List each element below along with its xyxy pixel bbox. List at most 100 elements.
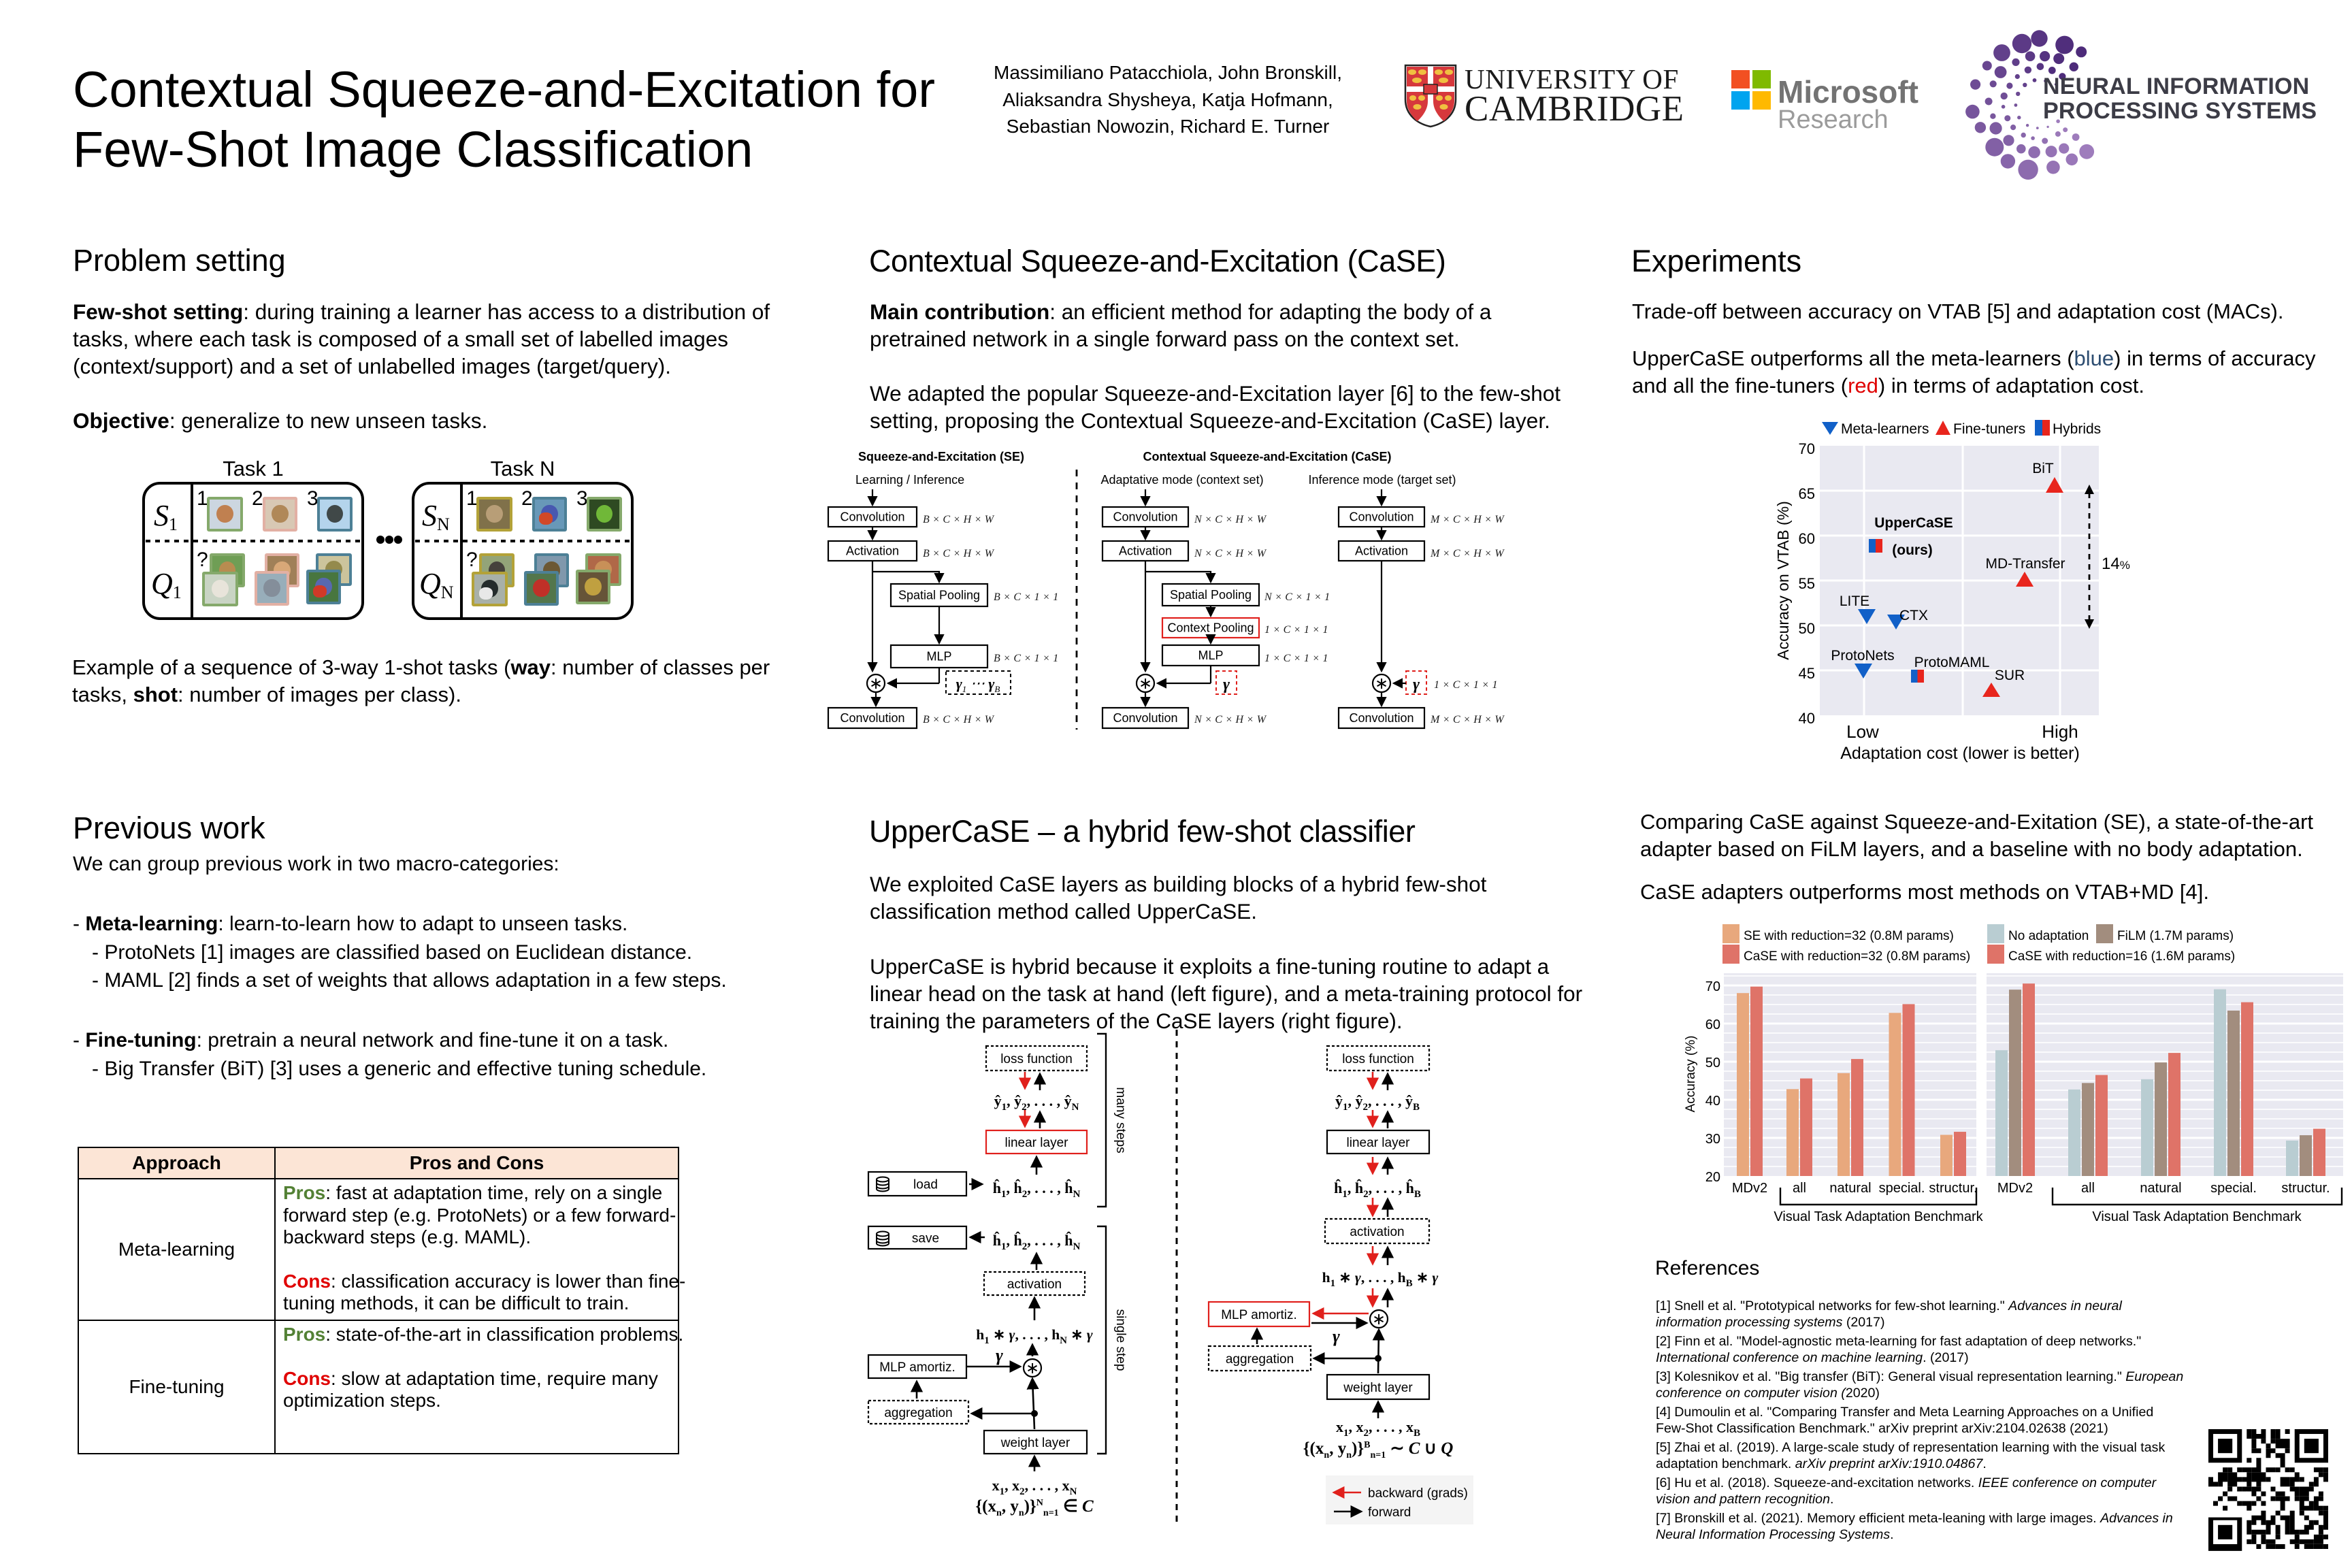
svg-text:ŷ1​, ŷ2​, . . . , ŷN​: ŷ1​, ŷ2​, . . . , ŷN​ bbox=[994, 1092, 1079, 1113]
svg-text:∗: ∗ bbox=[869, 674, 883, 693]
svg-text:backward (grads): backward (grads) bbox=[1368, 1486, 1468, 1501]
svg-text:B × C × 1 × 1: B × C × 1 × 1 bbox=[994, 591, 1058, 603]
svg-text:Activation: Activation bbox=[1119, 544, 1172, 558]
svg-text:Context Pooling: Context Pooling bbox=[1167, 621, 1254, 635]
svg-text:B × C × H × W: B × C × H × W bbox=[923, 548, 995, 559]
svg-text:50: 50 bbox=[1799, 620, 1815, 637]
svg-text:aggregation: aggregation bbox=[884, 1406, 952, 1420]
svg-text:MDv2: MDv2 bbox=[1997, 1181, 2033, 1196]
svg-text:Activation: Activation bbox=[1355, 544, 1408, 558]
svg-text:S1: S1 bbox=[154, 499, 178, 534]
svg-text:N × C × 1 × 1: N × C × 1 × 1 bbox=[1264, 591, 1330, 603]
svg-text:Accuracy on VTAB (%): Accuracy on VTAB (%) bbox=[1774, 501, 1792, 659]
svg-text:70: 70 bbox=[1705, 979, 1720, 994]
svg-text:Fine-tuners: Fine-tuners bbox=[1953, 421, 2025, 437]
svg-text:all: all bbox=[2081, 1181, 2095, 1196]
svg-text:γ1 ⋅⋅⋅ γB: γ1 ⋅⋅⋅ γB bbox=[956, 675, 1000, 694]
svg-text:Low: Low bbox=[1846, 721, 1879, 742]
svg-text:aggregation: aggregation bbox=[1226, 1352, 1294, 1367]
svg-text:SUR: SUR bbox=[1995, 668, 2025, 683]
svg-text:2: 2 bbox=[252, 487, 263, 510]
svg-text:weight layer: weight layer bbox=[1343, 1381, 1413, 1395]
svg-text:activation: activation bbox=[1007, 1277, 1062, 1292]
svg-text:∗: ∗ bbox=[1026, 1359, 1039, 1377]
svg-text:?: ? bbox=[466, 549, 478, 571]
svg-text:45: 45 bbox=[1799, 665, 1815, 682]
svg-text:single step: single step bbox=[1113, 1309, 1128, 1371]
svg-text:CTX: CTX bbox=[1899, 608, 1928, 623]
svg-text:Hybrids: Hybrids bbox=[2053, 421, 2101, 437]
svg-text:1 × C × 1 × 1: 1 × C × 1 × 1 bbox=[1434, 679, 1498, 691]
svg-text:QN: QN bbox=[419, 567, 454, 602]
svg-text:1: 1 bbox=[197, 487, 208, 510]
svg-text:natural: natural bbox=[1829, 1181, 1871, 1196]
svg-text:Q1: Q1 bbox=[151, 567, 182, 602]
svg-text:N × C × H × W: N × C × H × W bbox=[1194, 714, 1267, 725]
svg-text:MDv2: MDv2 bbox=[1732, 1181, 1767, 1196]
svg-text:x1​, x2​, . . . , xB​: x1​, x2​, . . . , xB​ bbox=[1336, 1418, 1420, 1439]
svg-text:Convolution: Convolution bbox=[840, 510, 904, 524]
svg-text:(ours): (ours) bbox=[1892, 542, 1933, 558]
svg-text:M × C × H × W: M × C × H × W bbox=[1430, 714, 1505, 725]
svg-text:activation: activation bbox=[1350, 1225, 1404, 1239]
svg-text:Visual Task Adaptation Benchma: Visual Task Adaptation Benchmark bbox=[2092, 1209, 2302, 1224]
svg-text:special.: special. bbox=[2210, 1181, 2257, 1196]
svg-text:No adaptation: No adaptation bbox=[2008, 929, 2089, 943]
svg-text:Convolution: Convolution bbox=[1349, 510, 1414, 524]
svg-text:14%: 14% bbox=[2102, 555, 2130, 573]
svg-text:3: 3 bbox=[576, 487, 588, 510]
svg-text:Accuracy (%): Accuracy (%) bbox=[1684, 1036, 1698, 1113]
svg-text:special.: special. bbox=[1879, 1181, 1925, 1196]
svg-text:55: 55 bbox=[1799, 575, 1815, 592]
svg-text:weight layer: weight layer bbox=[1000, 1436, 1071, 1450]
svg-text:BiT: BiT bbox=[2032, 461, 2054, 476]
svg-text:Convolution: Convolution bbox=[1349, 711, 1414, 725]
svg-text:h1​ ∗ γ, . . . , hB​ ∗ γ: h1​ ∗ γ, . . . , hB​ ∗ γ bbox=[1322, 1269, 1439, 1289]
svg-text:linear layer: linear layer bbox=[1347, 1136, 1411, 1150]
svg-text:ŷ1​, ŷ2​, . . . , ŷB​: ŷ1​, ŷ2​, . . . , ŷB​ bbox=[1335, 1092, 1420, 1113]
svg-text:?: ? bbox=[197, 549, 208, 571]
svg-text:UpperCaSE: UpperCaSE bbox=[1874, 515, 1953, 531]
svg-text:Task N: Task N bbox=[491, 457, 555, 480]
svg-text:{(xn​, yn​)}Bn=1 ∼ C ∪ Q: {(xn​, yn​)}Bn=1 ∼ C ∪ Q bbox=[1303, 1439, 1454, 1460]
svg-text:linear layer: linear layer bbox=[1005, 1136, 1069, 1150]
svg-text:B × C × H × W: B × C × H × W bbox=[923, 714, 995, 725]
svg-text:FiLM (1.7M params): FiLM (1.7M params) bbox=[2117, 929, 2234, 943]
svg-text:M × C × H × W: M × C × H × W bbox=[1430, 514, 1505, 525]
svg-text:MLP amortiz.: MLP amortiz. bbox=[879, 1360, 956, 1375]
svg-text:save: save bbox=[912, 1232, 939, 1246]
svg-text:Adaptation cost (lower is bett: Adaptation cost (lower is better) bbox=[1840, 744, 2080, 763]
svg-text:LITE: LITE bbox=[1840, 593, 1869, 609]
svg-text:natural: natural bbox=[2140, 1181, 2181, 1196]
svg-text:1: 1 bbox=[466, 487, 478, 510]
svg-text:M × C × H × W: M × C × H × W bbox=[1430, 548, 1505, 559]
svg-text:Convolution: Convolution bbox=[1113, 711, 1177, 725]
svg-text:N × C × H × W: N × C × H × W bbox=[1194, 514, 1267, 525]
svg-text:structur.: structur. bbox=[1929, 1181, 1977, 1196]
svg-text:CaSE with reduction=16 (1.6M p: CaSE with reduction=16 (1.6M params) bbox=[2008, 949, 2235, 964]
svg-text:MLP: MLP bbox=[926, 650, 951, 664]
svg-text:Convolution: Convolution bbox=[1113, 510, 1177, 524]
svg-text:40: 40 bbox=[1799, 710, 1815, 727]
svg-text:1 × C × 1 × 1: 1 × C × 1 × 1 bbox=[1264, 653, 1328, 664]
svg-text:Task 1: Task 1 bbox=[223, 457, 284, 480]
svg-text:50: 50 bbox=[1705, 1056, 1720, 1071]
svg-text:High: High bbox=[2042, 721, 2078, 742]
svg-text:Contextual Squeeze-and-Excitat: Contextual Squeeze-and-Excitation (CaSE) bbox=[1143, 450, 1391, 463]
svg-text:Adaptative mode (context set): Adaptative mode (context set) bbox=[1100, 473, 1263, 487]
svg-text:many steps: many steps bbox=[1113, 1087, 1128, 1153]
svg-text:ProtoNets: ProtoNets bbox=[1831, 648, 1894, 664]
svg-text:20: 20 bbox=[1705, 1170, 1720, 1185]
svg-text:all: all bbox=[1793, 1181, 1806, 1196]
svg-text:CaSE with reduction=32 (0.8M p: CaSE with reduction=32 (0.8M params) bbox=[1744, 949, 1970, 964]
svg-text:60: 60 bbox=[1705, 1017, 1720, 1032]
svg-text:Spatial Pooling: Spatial Pooling bbox=[1170, 588, 1252, 602]
svg-text:ProtoMAML: ProtoMAML bbox=[1914, 655, 1990, 670]
svg-text:Convolution: Convolution bbox=[840, 711, 904, 725]
svg-text:3: 3 bbox=[307, 487, 318, 510]
svg-text:Meta-learners: Meta-learners bbox=[1841, 421, 1929, 437]
svg-text:load: load bbox=[913, 1178, 938, 1192]
svg-text:MD-Transfer: MD-Transfer bbox=[1985, 556, 2065, 572]
svg-text:2: 2 bbox=[521, 487, 533, 510]
svg-text:forward: forward bbox=[1368, 1505, 1411, 1520]
